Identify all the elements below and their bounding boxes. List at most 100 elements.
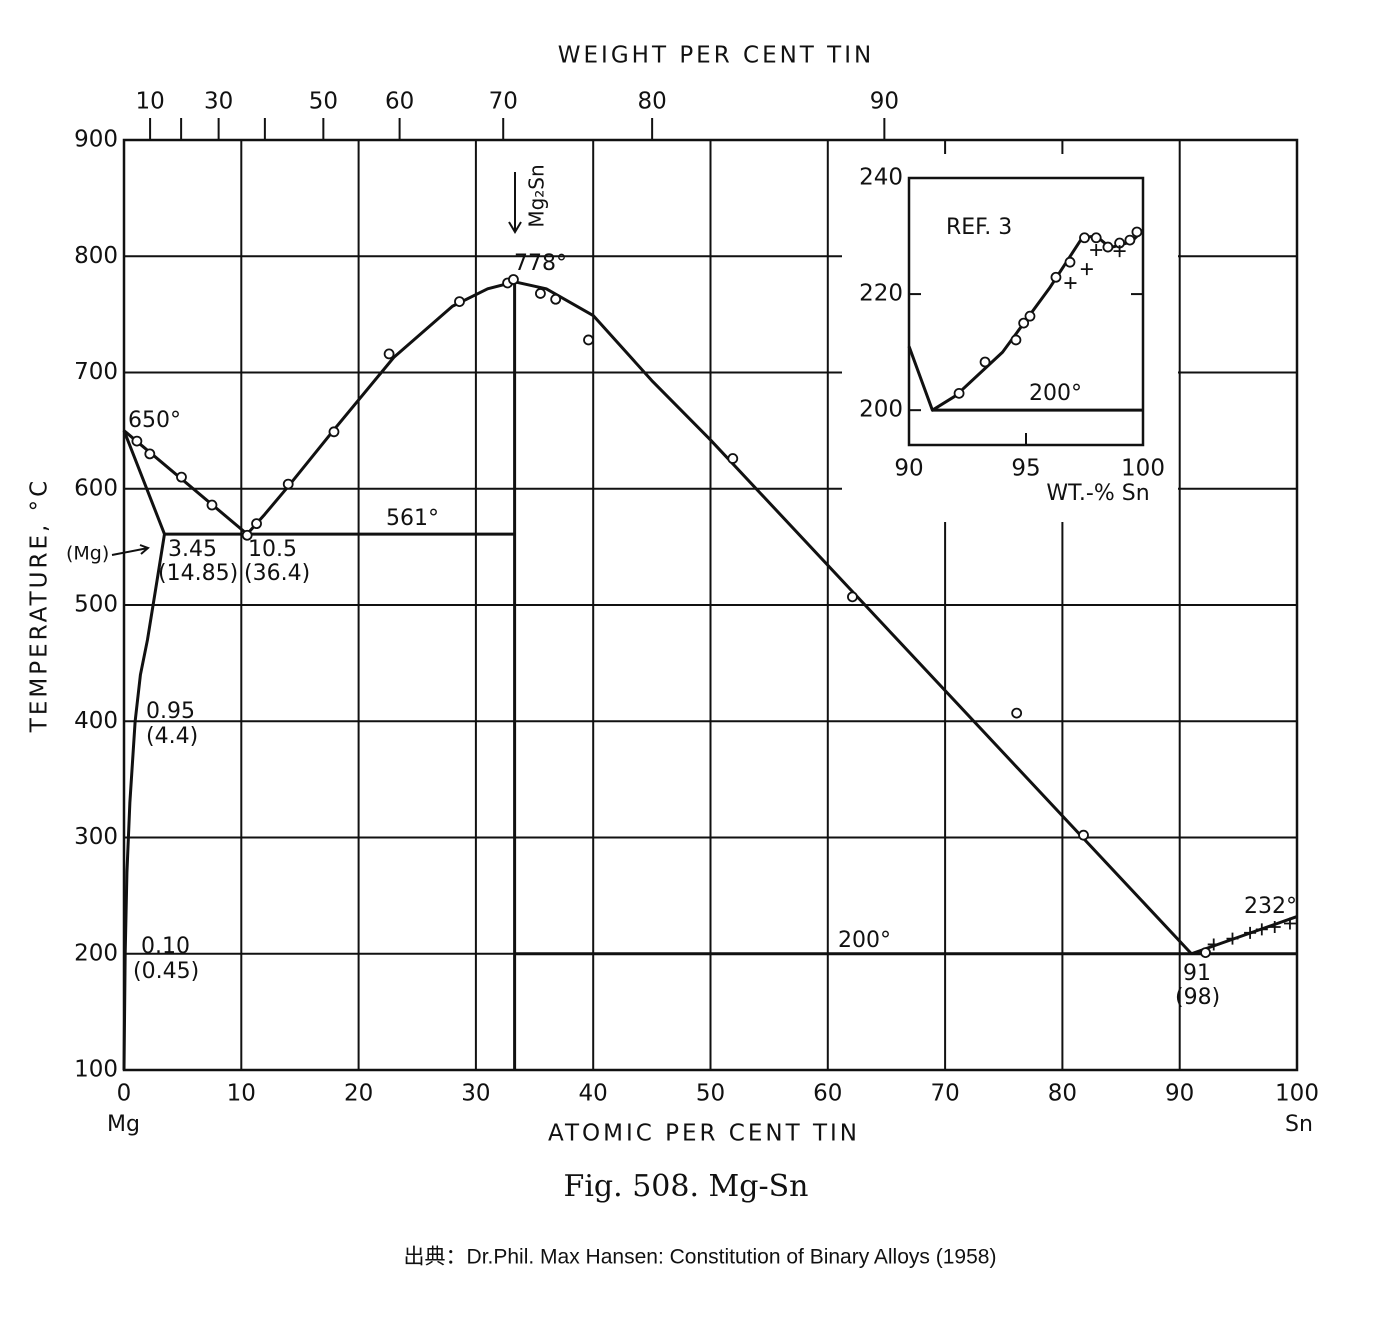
annotation: REF. 3 [946,215,1012,240]
annotation: 650° [128,408,181,433]
data-point [1078,829,1089,841]
annotation: 561° [386,506,439,531]
data-point [328,426,340,438]
data-point [727,453,739,464]
data-cross [1226,932,1239,945]
annotation: 778° [514,251,567,276]
plot-frame [122,138,1299,1072]
x-tick-label: 100 [1121,456,1165,482]
data-point [1131,226,1143,238]
data-point [1200,947,1211,958]
data-point [131,435,143,447]
data-cross [1268,921,1281,934]
top-tick-label: 50 [309,89,338,115]
annotation: 200° [838,928,891,953]
x-tick-label: 20 [344,1081,373,1107]
data-point [1011,707,1023,719]
y-axis-title: TEMPERATURE, °C [27,478,53,733]
data-point [979,356,991,368]
data-point [1102,241,1114,253]
x-tick-label: 0 [117,1081,132,1107]
annotation: (98) [1175,985,1220,1010]
inset-x-axis-title: WT.-% Sn [1046,481,1149,506]
x-tick-label: 60 [813,1081,842,1107]
annotation: 3.45 [168,537,217,562]
data-cross [1064,277,1077,290]
inset-layer: 200 220 240 90 95 100 [859,165,1165,482]
y-tick-label: 100 [74,1057,118,1083]
y-tick-label: 600 [74,475,118,501]
x-tick-label: 90 [1165,1081,1194,1107]
data-point [1124,234,1136,246]
y-tick-label: 220 [859,281,903,307]
top-tick-label: 60 [385,89,414,115]
data-point [953,387,965,399]
source: 出典：Dr.Phil. Max Hansen: Constitution of … [404,1246,997,1269]
x-tick-label: 95 [1011,456,1040,482]
annotation: 200° [1029,381,1082,406]
arrow [508,172,522,234]
annotation: 10.5 [248,537,297,562]
data-cross [1207,938,1220,951]
data-point [1050,271,1062,283]
data-point [1090,232,1102,244]
annotation: (4.4) [146,724,198,749]
data-point [383,348,395,360]
data-point [535,288,546,299]
y-tick-label: 700 [74,359,118,385]
y-tick-label: 800 [74,243,118,269]
data-point [1079,232,1090,244]
y-tick-label: 200 [74,940,118,966]
annotation: 91 [1183,961,1211,986]
data-cross [1255,923,1268,936]
annotation: 0.10 [141,934,190,959]
annotation: (0.45) [133,959,199,984]
data-cross [1080,263,1093,276]
x-tick-label: 10 [227,1081,256,1107]
top-tick-label: 80 [637,89,666,115]
data-point [282,478,294,490]
annotation: (Mg) [66,543,109,565]
annotation: Sn [1285,1112,1313,1137]
top-tick-label: 70 [489,89,518,115]
y-tick-label: 200 [859,397,903,423]
x-tick-label: 100 [1275,1081,1319,1107]
data-cross [1090,243,1103,256]
annotation: (36.4) [244,561,310,586]
data-point [847,591,858,603]
data-cross [1283,917,1296,930]
data-point [550,293,562,305]
annotation: 0.95 [146,699,195,724]
data-point [454,296,465,307]
data-point [241,529,253,541]
x-tick-label: 70 [930,1081,959,1107]
data-cross [1113,245,1126,258]
y-tick-label: 240 [859,165,903,191]
data-point [176,471,187,483]
data-point [206,499,218,511]
annotation: 232° [1244,894,1297,919]
annotation: Mg [107,1112,140,1137]
data-point [1064,256,1076,268]
x-tick-label: 40 [579,1081,608,1107]
top-axis-title: WEIGHT PER CENT TIN [558,43,874,69]
top-tick-label: 90 [870,89,899,115]
data-cross [1244,926,1257,939]
data-point [144,448,156,460]
phase-boundary [1190,915,1298,956]
x-axis-title: ATOMIC PER CENT TIN [548,1121,860,1147]
x-tick-label: 50 [696,1081,725,1107]
y-tick-label: 900 [74,127,118,153]
data-point [1018,317,1030,329]
y-tick-label: 300 [74,824,118,850]
arrow [111,544,150,556]
y-tick-label: 500 [74,592,118,618]
phase-boundary [123,280,1193,955]
top-tick-label: 30 [204,89,233,115]
phase-boundary [122,430,166,1071]
top-tick-label: 10 [135,89,164,115]
data-point [583,334,594,346]
data-point [1024,310,1036,322]
plot-frame [907,176,1145,447]
